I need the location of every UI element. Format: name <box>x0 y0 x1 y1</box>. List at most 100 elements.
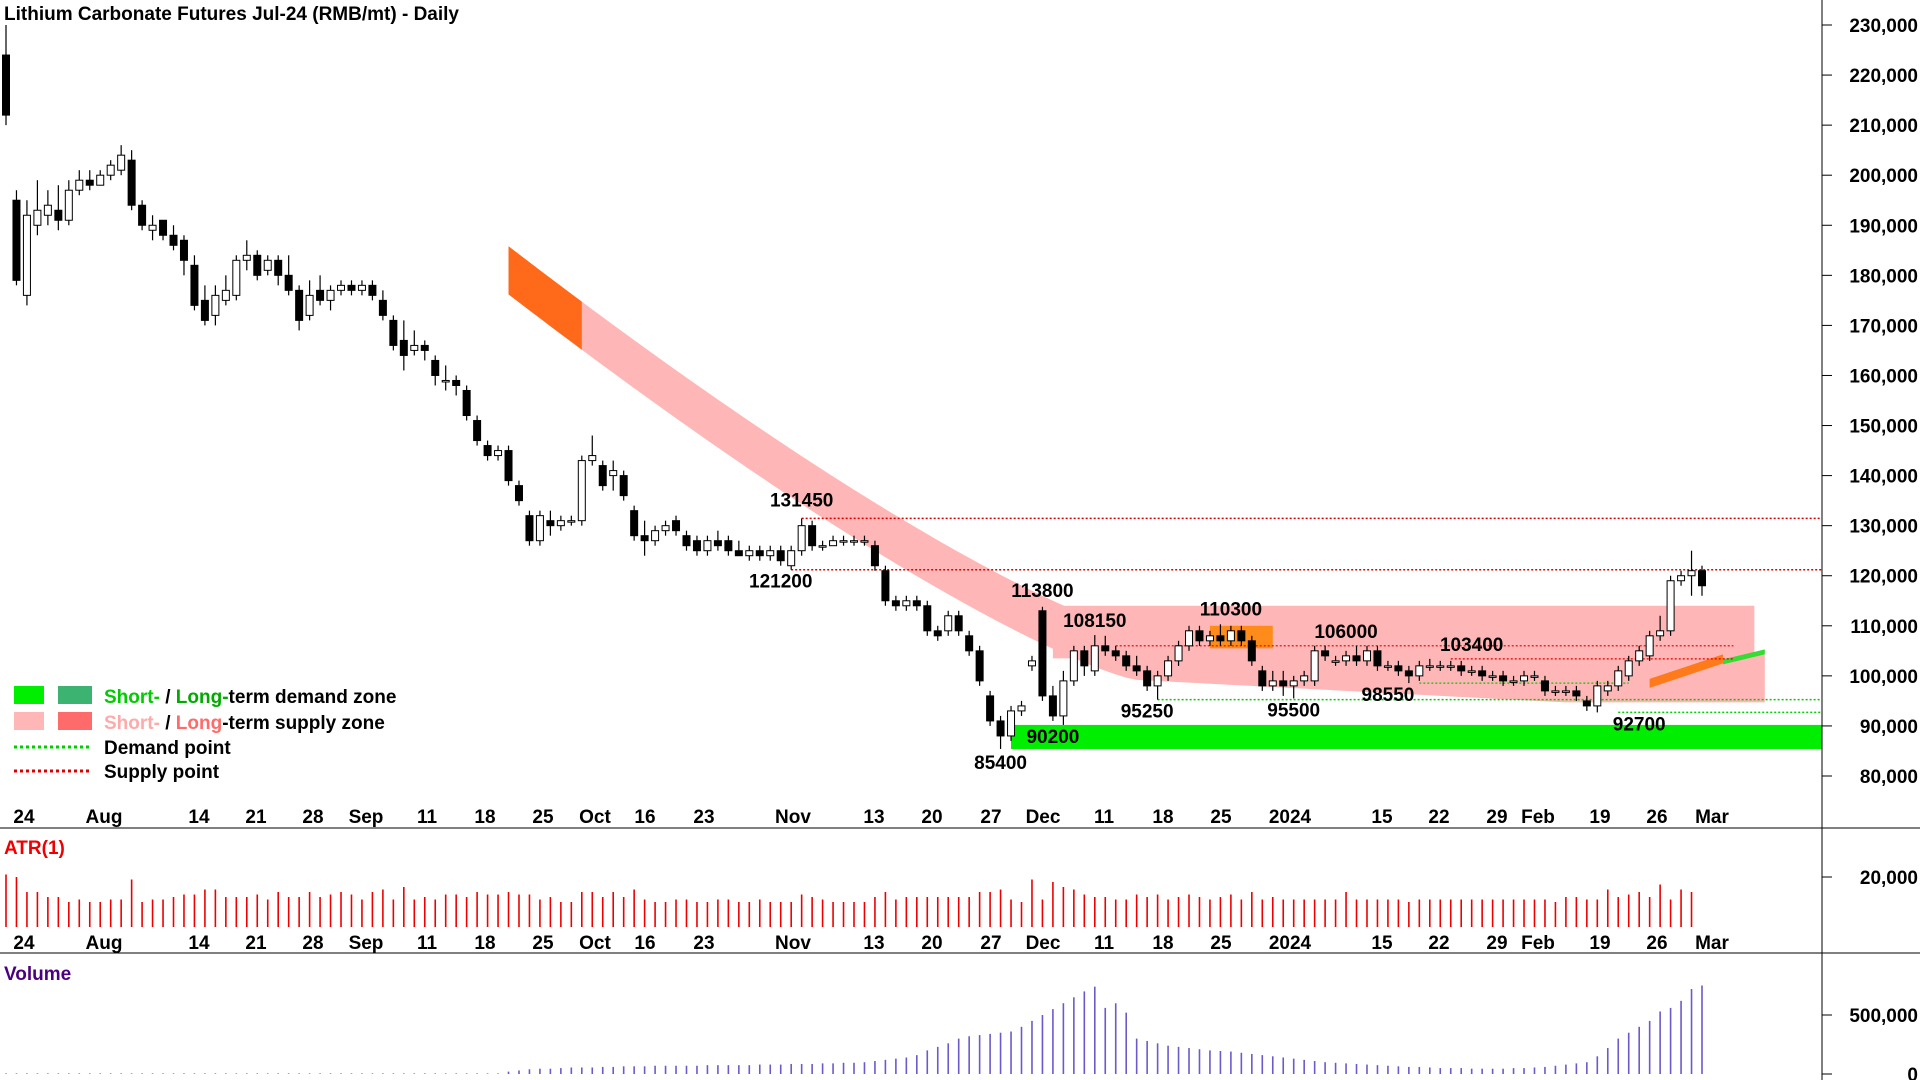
candle-body <box>1373 650 1382 667</box>
candle <box>159 219 168 241</box>
candle <box>1666 575 1675 636</box>
atr-x-tick-label: 13 <box>863 933 884 954</box>
candle <box>965 630 974 656</box>
candle-body <box>96 174 105 186</box>
candle-body <box>651 530 660 542</box>
candle <box>1143 665 1152 691</box>
candle-body <box>912 600 921 607</box>
candle <box>347 280 356 296</box>
candle <box>1446 660 1455 671</box>
candle-body <box>263 259 272 271</box>
x-tick-label: Nov <box>775 807 811 828</box>
candle-body <box>504 450 513 482</box>
candle <box>1467 665 1476 676</box>
candle <box>1540 675 1549 696</box>
y-tick-label: 150,000 <box>1849 417 1918 438</box>
candle <box>1509 675 1518 686</box>
candle <box>85 170 94 191</box>
candle <box>305 280 314 321</box>
candle-body <box>713 540 722 547</box>
candle-body <box>734 550 743 557</box>
candle <box>661 520 670 536</box>
candle <box>1582 695 1591 711</box>
atr-x-tick-label: 21 <box>245 933 267 954</box>
atr-x-tick-label: 25 <box>532 933 554 954</box>
candle <box>1624 655 1633 681</box>
atr-x-tick-label: 22 <box>1428 933 1449 954</box>
atr-x-tick-label: 18 <box>1152 933 1173 954</box>
atr-x-tick-label: Oct <box>579 933 611 954</box>
candle-body <box>1268 680 1277 687</box>
candle-body <box>1247 640 1256 662</box>
candle <box>1488 670 1497 681</box>
candle-body <box>1666 580 1675 632</box>
candle-body <box>1059 680 1068 717</box>
candle-body <box>33 209 42 226</box>
candle <box>734 540 743 557</box>
candle-body <box>295 289 304 321</box>
candle-body <box>357 284 366 291</box>
candle-body <box>106 164 115 176</box>
y-tick-label: 180,000 <box>1849 266 1918 287</box>
candle-body <box>870 545 879 567</box>
candle <box>1279 670 1288 696</box>
candle <box>829 535 838 547</box>
candle-body <box>1090 645 1099 672</box>
candle-body <box>1331 660 1340 663</box>
volume-title: Volume <box>4 964 71 985</box>
candle <box>692 535 701 556</box>
candle <box>1017 700 1026 716</box>
candle-body <box>1048 695 1057 717</box>
candle-body <box>1101 645 1110 652</box>
legend-swatch-long-supply <box>58 712 92 730</box>
candle <box>630 505 639 541</box>
candle <box>242 240 251 271</box>
candle-body <box>787 550 796 567</box>
candle-body <box>556 520 565 527</box>
atr-x-tick-label: 27 <box>980 933 1001 954</box>
candle-body <box>43 204 52 216</box>
x-tick-label: 15 <box>1371 807 1393 828</box>
candle <box>190 255 199 311</box>
candle <box>745 545 754 561</box>
candle <box>117 145 126 176</box>
candle-body <box>326 289 335 301</box>
candle <box>316 275 325 306</box>
candle-body <box>1237 630 1246 642</box>
candle-body <box>159 219 168 236</box>
candle <box>1362 645 1371 666</box>
y-tick-label: 190,000 <box>1849 216 1918 237</box>
candle-body <box>525 515 534 542</box>
x-tick-label: 25 <box>1210 807 1232 828</box>
candle <box>441 365 450 391</box>
price-annotation: 98550 <box>1362 685 1415 706</box>
candle-body <box>1310 650 1319 682</box>
candle <box>912 595 921 611</box>
short-term-demand-zone <box>1011 724 1822 749</box>
candle <box>33 180 42 236</box>
atr-x-tick-label: 15 <box>1371 933 1393 954</box>
y-tick-label: 230,000 <box>1849 16 1918 37</box>
candle <box>127 150 136 211</box>
candle <box>1216 624 1225 646</box>
atr-x-tick-label: 2024 <box>1269 933 1312 954</box>
candle <box>1677 570 1686 586</box>
candle <box>682 530 691 551</box>
y-tick-label: 140,000 <box>1849 467 1918 488</box>
candle-body <box>640 535 649 542</box>
candle-body <box>1027 660 1036 667</box>
candle-body <box>933 630 942 637</box>
candle-body <box>1561 690 1570 693</box>
candle <box>64 180 73 226</box>
candle <box>870 540 879 571</box>
candle <box>703 535 712 556</box>
candle <box>96 170 105 186</box>
candle-body <box>1017 705 1026 712</box>
candle-body <box>1614 670 1623 687</box>
atr-x-tick-label: 25 <box>1210 933 1232 954</box>
candle <box>850 535 858 546</box>
supply-zone-orange-2 <box>1649 654 1723 688</box>
x-tick-label: 16 <box>634 807 655 828</box>
candle <box>43 190 52 226</box>
candle <box>410 330 419 356</box>
